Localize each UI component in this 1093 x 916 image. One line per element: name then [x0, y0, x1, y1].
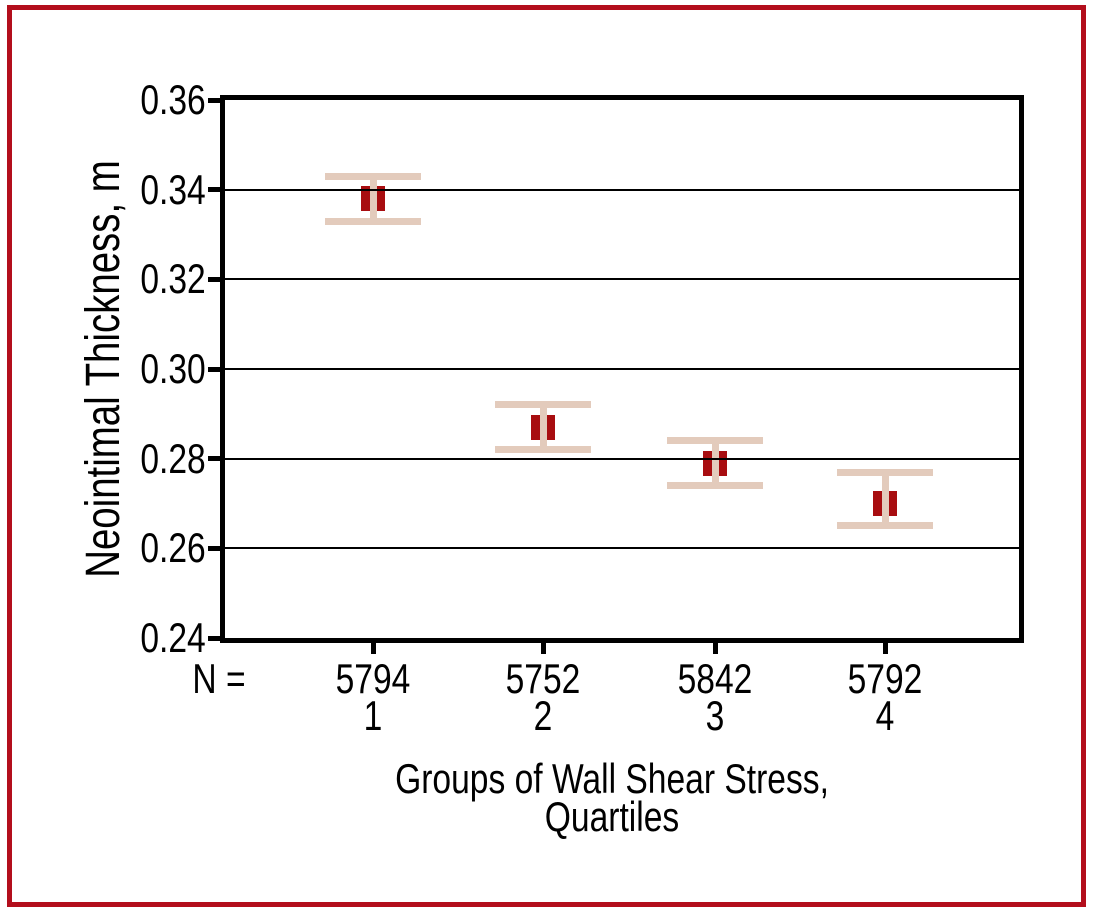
y-axis-tick: [208, 635, 221, 641]
y-axis-tick: [208, 366, 221, 372]
x-axis-tick: [712, 643, 718, 654]
x-axis-title-line1: Groups of Wall Shear Stress,: [395, 755, 829, 802]
error-bar-line: [711, 440, 719, 486]
error-bar-cap-upper: [667, 437, 763, 445]
category-label: 2: [533, 692, 553, 739]
error-bar-cap-lower: [667, 482, 763, 490]
y-tick-label: 0.34: [140, 165, 206, 213]
n-value-label: 5842: [677, 655, 753, 702]
y-gridline: [225, 457, 1019, 460]
y-axis-title: Neointimal Thickness, m: [77, 160, 130, 578]
error-bar-cap-upper: [837, 468, 933, 476]
x-axis-tick: [882, 643, 888, 654]
y-tick-label: 0.26: [140, 524, 206, 572]
y-axis-tick: [208, 456, 221, 462]
n-equals-label: N =: [192, 655, 246, 702]
error-bar-cap-lower: [495, 446, 591, 454]
y-axis-tick: [208, 187, 221, 193]
y-gridline: [225, 188, 1019, 191]
error-bar-line: [539, 404, 547, 450]
category-label: 4: [875, 692, 895, 739]
y-gridline: [225, 368, 1019, 370]
y-tick-label: 0.28: [140, 434, 206, 482]
y-tick-label: 0.32: [140, 255, 206, 303]
y-axis-tick: [208, 276, 221, 282]
n-value-label: 5752: [505, 655, 581, 702]
y-axis-tick: [208, 97, 221, 103]
y-tick-label: 0.30: [140, 345, 206, 392]
error-bar-cap-upper: [495, 401, 591, 409]
y-gridline: [225, 278, 1019, 281]
x-axis-tick: [370, 643, 376, 654]
error-bar-cap-lower: [837, 522, 933, 530]
plot-area: [220, 95, 1024, 643]
category-label: 1: [363, 692, 383, 739]
n-value-label: 5792: [847, 655, 923, 702]
y-gridline: [225, 547, 1019, 550]
error-bar-line: [881, 472, 889, 526]
figure-border-frame: [7, 5, 1086, 907]
n-value-label: 5794: [335, 655, 411, 702]
y-tick-label: 0.36: [140, 76, 206, 123]
category-label: 3: [705, 692, 725, 739]
x-axis-title-line2: Quartiles: [544, 793, 680, 840]
error-bar-cap-lower: [325, 217, 421, 225]
y-tick-label: 0.24: [140, 614, 206, 661]
error-bar-line: [369, 176, 377, 222]
y-axis-tick: [208, 545, 221, 551]
x-axis-tick: [540, 643, 546, 654]
error-bar-cap-upper: [325, 172, 421, 180]
